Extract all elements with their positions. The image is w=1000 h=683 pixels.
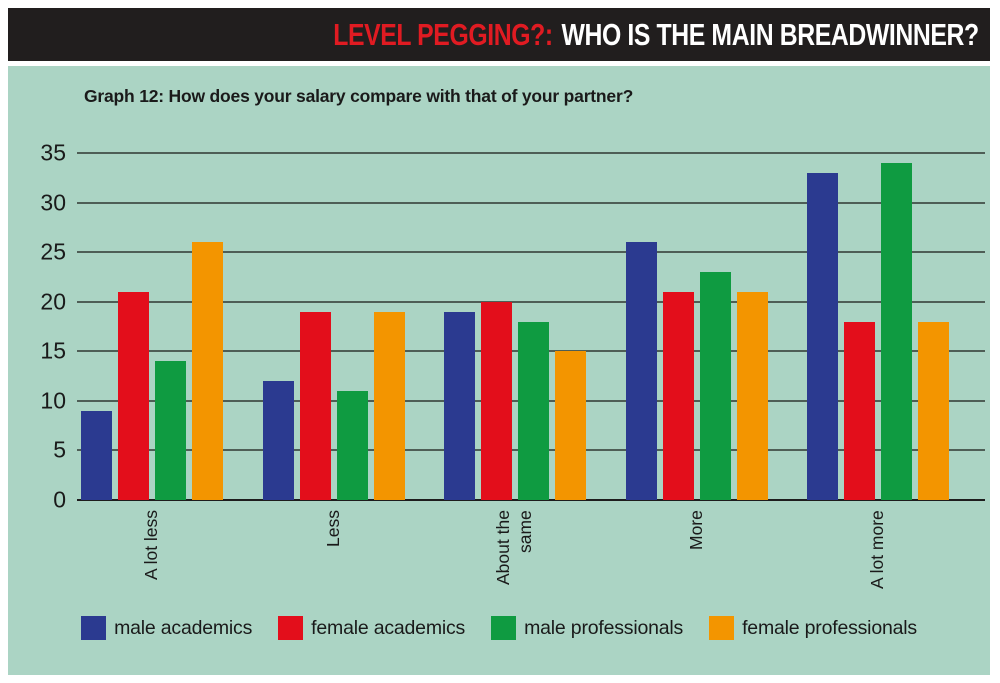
- bar-male-professionals-2: [336, 390, 368, 500]
- gridline-35: [77, 152, 985, 154]
- x-category-text: More: [685, 510, 706, 550]
- header-title-emphasis: LEVEL PEGGING?:: [333, 16, 553, 52]
- y-axis-labels: 0 5 10 15 20 25 30 35: [8, 141, 66, 511]
- legend-swatch: [278, 616, 304, 640]
- bar-male-academics-1: [81, 410, 112, 500]
- bar-female-academics-3: [481, 301, 513, 500]
- bar-group-3: [444, 153, 587, 500]
- bar-female-academics-1: [118, 291, 149, 500]
- gridline-20: [77, 300, 985, 303]
- y-tick-label-30: 30: [40, 189, 66, 216]
- chart-title: Graph 12: How does your salary compare w…: [84, 86, 634, 106]
- bar-female-professionals-3: [555, 351, 587, 500]
- legend-item-male-academics: male academics: [81, 616, 252, 640]
- bar-group-4: [625, 153, 768, 500]
- y-tick-label-5: 5: [53, 436, 66, 463]
- x-axis-line: [77, 499, 985, 501]
- x-category-label-1: A lot less: [82, 510, 222, 610]
- legend-label: female professionals: [742, 616, 917, 639]
- y-tick-label-35: 35: [40, 139, 66, 166]
- y-tick-label-25: 25: [40, 238, 66, 265]
- bar-male-professionals-1: [155, 361, 186, 500]
- bar-female-academics-4: [662, 291, 694, 500]
- x-category-text: A lot more: [867, 510, 888, 589]
- legend-swatch: [709, 616, 735, 640]
- bar-group-1: [81, 153, 223, 500]
- bar-female-professionals-4: [736, 291, 768, 500]
- legend-label: female academics: [311, 616, 466, 639]
- gridline-25: [77, 251, 985, 254]
- x-category-label-4: More: [627, 510, 767, 610]
- bar-male-professionals-5: [881, 162, 913, 500]
- legend-item-male-professionals: male professionals: [491, 616, 683, 640]
- legend: male academics female academics male profe…: [8, 616, 990, 640]
- legend-label: male professionals: [524, 616, 684, 639]
- bar-male-academics-5: [807, 172, 839, 500]
- legend-item-female-professionals: female professionals: [709, 616, 917, 640]
- bar-male-professionals-3: [518, 321, 550, 500]
- legend-label: male academics: [114, 616, 253, 639]
- legend-swatch: [491, 616, 517, 640]
- chart-panel: Graph 12: How does your salary compare w…: [8, 66, 990, 675]
- legend-item-female-academics: female academics: [278, 616, 465, 640]
- legend-swatch: [81, 616, 107, 640]
- y-tick-label-20: 20: [40, 288, 66, 315]
- y-tick-label-0: 0: [53, 486, 66, 513]
- bar-female-academics-2: [299, 311, 331, 500]
- x-category-text: A lot less: [141, 510, 162, 581]
- bar-female-professionals-1: [192, 242, 223, 500]
- x-axis-labels: A lot less Less About the same More A lot mo…: [77, 510, 985, 610]
- bar-group-5: [807, 153, 950, 500]
- bar-female-academics-5: [844, 321, 876, 500]
- x-category-label-2: Less: [264, 510, 404, 610]
- bar-male-academics-3: [444, 311, 476, 500]
- plot-area: [77, 153, 985, 500]
- header-title: LEVEL PEGGING?: WHO IS THE MAIN BREADWINN…: [333, 17, 990, 53]
- gridline-30: [77, 201, 985, 204]
- bar-male-academics-2: [262, 381, 294, 500]
- bar-group-2: [262, 153, 405, 500]
- x-category-label-3: About the same: [445, 510, 585, 610]
- bar-male-academics-4: [625, 242, 657, 500]
- bar-male-professionals-4: [699, 271, 731, 500]
- x-category-label-5: A lot more: [808, 510, 948, 610]
- bar-female-professionals-2: [373, 311, 405, 500]
- header-banner: LEVEL PEGGING?: WHO IS THE MAIN BREADWINN…: [8, 8, 990, 61]
- x-category-text: Less: [322, 510, 343, 547]
- bar-female-professionals-5: [918, 321, 950, 500]
- header-title-main: WHO IS THE MAIN BREADWINNER?: [561, 16, 980, 52]
- x-category-text: About the same: [493, 510, 536, 585]
- y-tick-label-15: 15: [40, 337, 66, 364]
- y-tick-label-10: 10: [40, 387, 66, 414]
